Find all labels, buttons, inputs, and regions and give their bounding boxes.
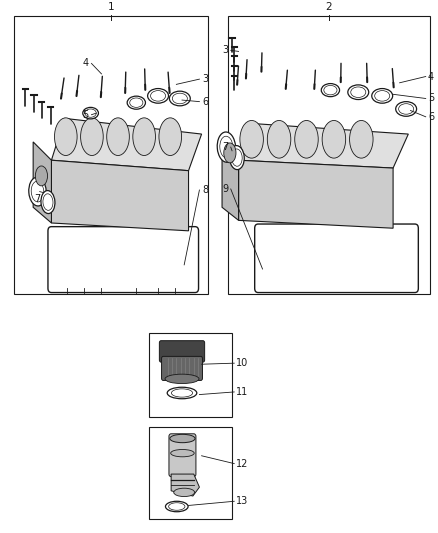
Ellipse shape <box>230 146 244 169</box>
Text: 6: 6 <box>202 96 208 107</box>
Ellipse shape <box>130 98 143 107</box>
Ellipse shape <box>165 374 199 384</box>
Polygon shape <box>222 144 239 220</box>
Ellipse shape <box>396 102 417 116</box>
Text: 3: 3 <box>223 45 229 55</box>
Ellipse shape <box>167 387 197 399</box>
Ellipse shape <box>372 88 392 103</box>
Text: 4: 4 <box>428 71 434 82</box>
Ellipse shape <box>220 136 233 158</box>
Ellipse shape <box>81 118 103 156</box>
Ellipse shape <box>324 85 337 95</box>
Text: 6: 6 <box>428 112 434 122</box>
Ellipse shape <box>321 84 339 96</box>
Ellipse shape <box>35 166 47 186</box>
Text: 5: 5 <box>428 93 434 103</box>
FancyBboxPatch shape <box>162 357 202 381</box>
Bar <box>14 17 208 294</box>
Ellipse shape <box>171 449 194 457</box>
FancyBboxPatch shape <box>159 341 205 362</box>
Ellipse shape <box>348 85 369 100</box>
Text: 5: 5 <box>82 110 88 120</box>
Ellipse shape <box>41 191 55 214</box>
FancyBboxPatch shape <box>169 434 196 477</box>
Bar <box>149 333 232 416</box>
Text: 11: 11 <box>237 387 249 397</box>
Ellipse shape <box>169 503 185 510</box>
Ellipse shape <box>374 91 390 101</box>
FancyBboxPatch shape <box>254 224 418 293</box>
Ellipse shape <box>170 91 190 106</box>
Ellipse shape <box>232 149 242 166</box>
Text: 7: 7 <box>223 142 229 152</box>
Ellipse shape <box>350 120 373 158</box>
Ellipse shape <box>171 389 193 397</box>
Text: 4: 4 <box>82 59 88 68</box>
FancyBboxPatch shape <box>48 227 198 293</box>
Ellipse shape <box>148 88 169 103</box>
Polygon shape <box>239 124 408 168</box>
Ellipse shape <box>240 120 263 158</box>
Polygon shape <box>51 160 188 231</box>
Ellipse shape <box>151 91 166 101</box>
Bar <box>149 427 232 519</box>
Polygon shape <box>171 474 199 496</box>
Text: 10: 10 <box>237 358 249 368</box>
Ellipse shape <box>29 177 46 206</box>
Text: 13: 13 <box>237 496 249 506</box>
Text: 1: 1 <box>108 2 114 12</box>
Text: 3: 3 <box>202 74 208 84</box>
Ellipse shape <box>83 107 99 119</box>
Ellipse shape <box>127 96 145 109</box>
Text: 2: 2 <box>325 2 332 12</box>
Ellipse shape <box>170 434 195 443</box>
Ellipse shape <box>224 143 236 163</box>
Text: 8: 8 <box>202 185 208 195</box>
Bar <box>228 17 430 294</box>
Ellipse shape <box>31 181 44 202</box>
Ellipse shape <box>267 120 291 158</box>
Ellipse shape <box>133 118 155 156</box>
Ellipse shape <box>399 104 413 114</box>
Ellipse shape <box>54 118 77 156</box>
Text: 9: 9 <box>223 184 229 194</box>
Polygon shape <box>51 118 201 171</box>
Text: 12: 12 <box>237 458 249 469</box>
Polygon shape <box>33 142 51 223</box>
Text: 7: 7 <box>34 194 41 204</box>
Ellipse shape <box>174 488 194 497</box>
Ellipse shape <box>351 87 366 98</box>
Ellipse shape <box>159 118 182 156</box>
Ellipse shape <box>217 132 236 162</box>
Ellipse shape <box>43 194 53 211</box>
Ellipse shape <box>107 118 129 156</box>
Ellipse shape <box>172 93 187 104</box>
Ellipse shape <box>166 501 188 512</box>
Ellipse shape <box>295 120 318 158</box>
Polygon shape <box>239 160 393 228</box>
Ellipse shape <box>322 120 346 158</box>
Ellipse shape <box>85 109 96 117</box>
